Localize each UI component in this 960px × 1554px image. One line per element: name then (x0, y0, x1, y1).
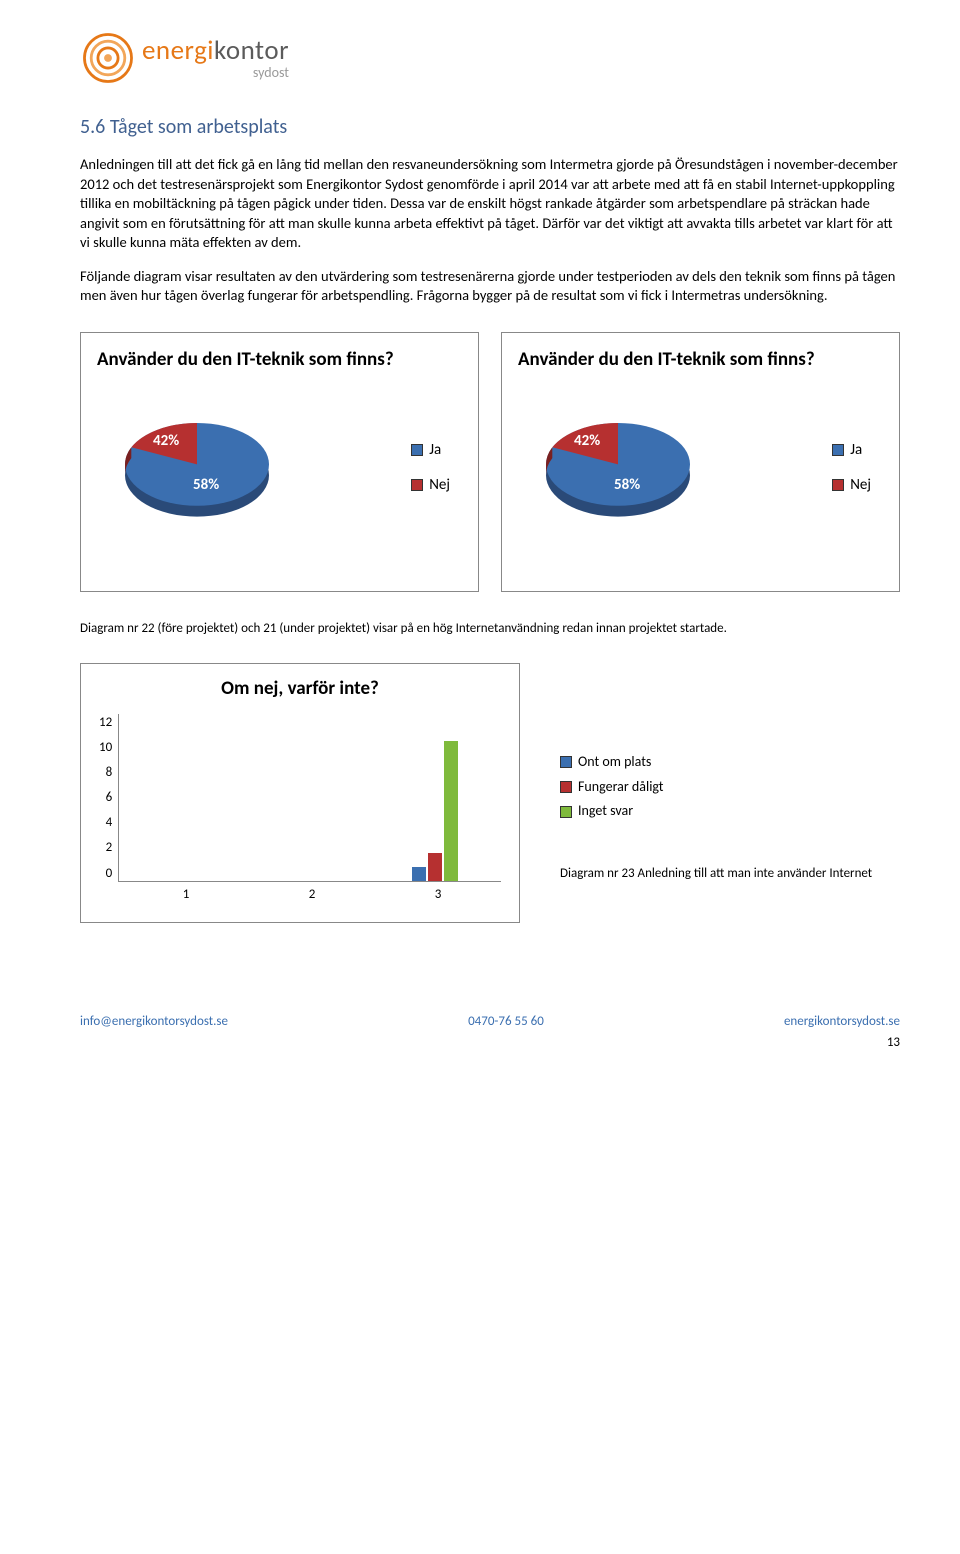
bar (444, 741, 458, 881)
bar (428, 853, 442, 881)
pie-caption: Diagram nr 22 (före projektet) och 21 (u… (80, 620, 900, 638)
bar-caption: Diagram nr 23 Anledning till att man int… (560, 865, 872, 883)
bar-legend: Ont om platsFungerar dåligtInget svar (560, 753, 872, 822)
page-footer: info@energikontorsydost.se 0470-76 55 60… (80, 1013, 900, 1031)
pie-chart-left: Använder du den IT-teknik som finns? 42%… (80, 332, 479, 592)
header-logo: energikontor sydost (80, 30, 900, 86)
pie-chart-row: Använder du den IT-teknik som finns? 42%… (80, 332, 900, 592)
pie-chart-right: Använder du den IT-teknik som finns? 42%… (501, 332, 900, 592)
pie-label-ja: 58% (193, 475, 219, 495)
bar-yaxis: 121086420 (99, 714, 118, 882)
pie-label-ja: 58% (614, 475, 640, 495)
swatch-nej (411, 479, 423, 491)
paragraph-1: Anledningen till att det fick gå en lång… (80, 155, 900, 253)
bar-plot (118, 714, 501, 882)
footer-email: info@energikontorsydost.se (80, 1013, 228, 1031)
paragraph-2: Följande diagram visar resultaten av den… (80, 267, 900, 306)
bar-chart: Om nej, varför inte? 121086420 123 (80, 663, 520, 922)
bar-title: Om nej, varför inte? (99, 676, 501, 702)
pie-title: Använder du den IT-teknik som finns? (518, 347, 883, 373)
footer-phone: 0470-76 55 60 (468, 1013, 544, 1031)
footer-url: energikontorsydost.se (784, 1013, 900, 1031)
pie-title: Använder du den IT-teknik som finns? (97, 347, 462, 373)
pie-label-nej: 42% (574, 431, 600, 451)
swatch-ja (411, 444, 423, 456)
pie-label-nej: 42% (153, 431, 179, 451)
logo-word: energikontor (142, 37, 289, 64)
page-number: 13 (80, 1034, 900, 1052)
bar (412, 867, 426, 881)
pie-legend: Ja Nej (832, 440, 871, 495)
pie-left: 42% 58% (107, 403, 287, 533)
pie-right: 42% 58% (528, 403, 708, 533)
pie-legend: Ja Nej (411, 440, 450, 495)
swatch-nej (832, 479, 844, 491)
logo-sub: sydost (142, 66, 289, 80)
section-heading: 5.6 Tåget som arbetsplats (80, 114, 900, 141)
swatch-ja (832, 444, 844, 456)
swirl-icon (80, 30, 136, 86)
bar-xaxis: 123 (123, 882, 501, 904)
